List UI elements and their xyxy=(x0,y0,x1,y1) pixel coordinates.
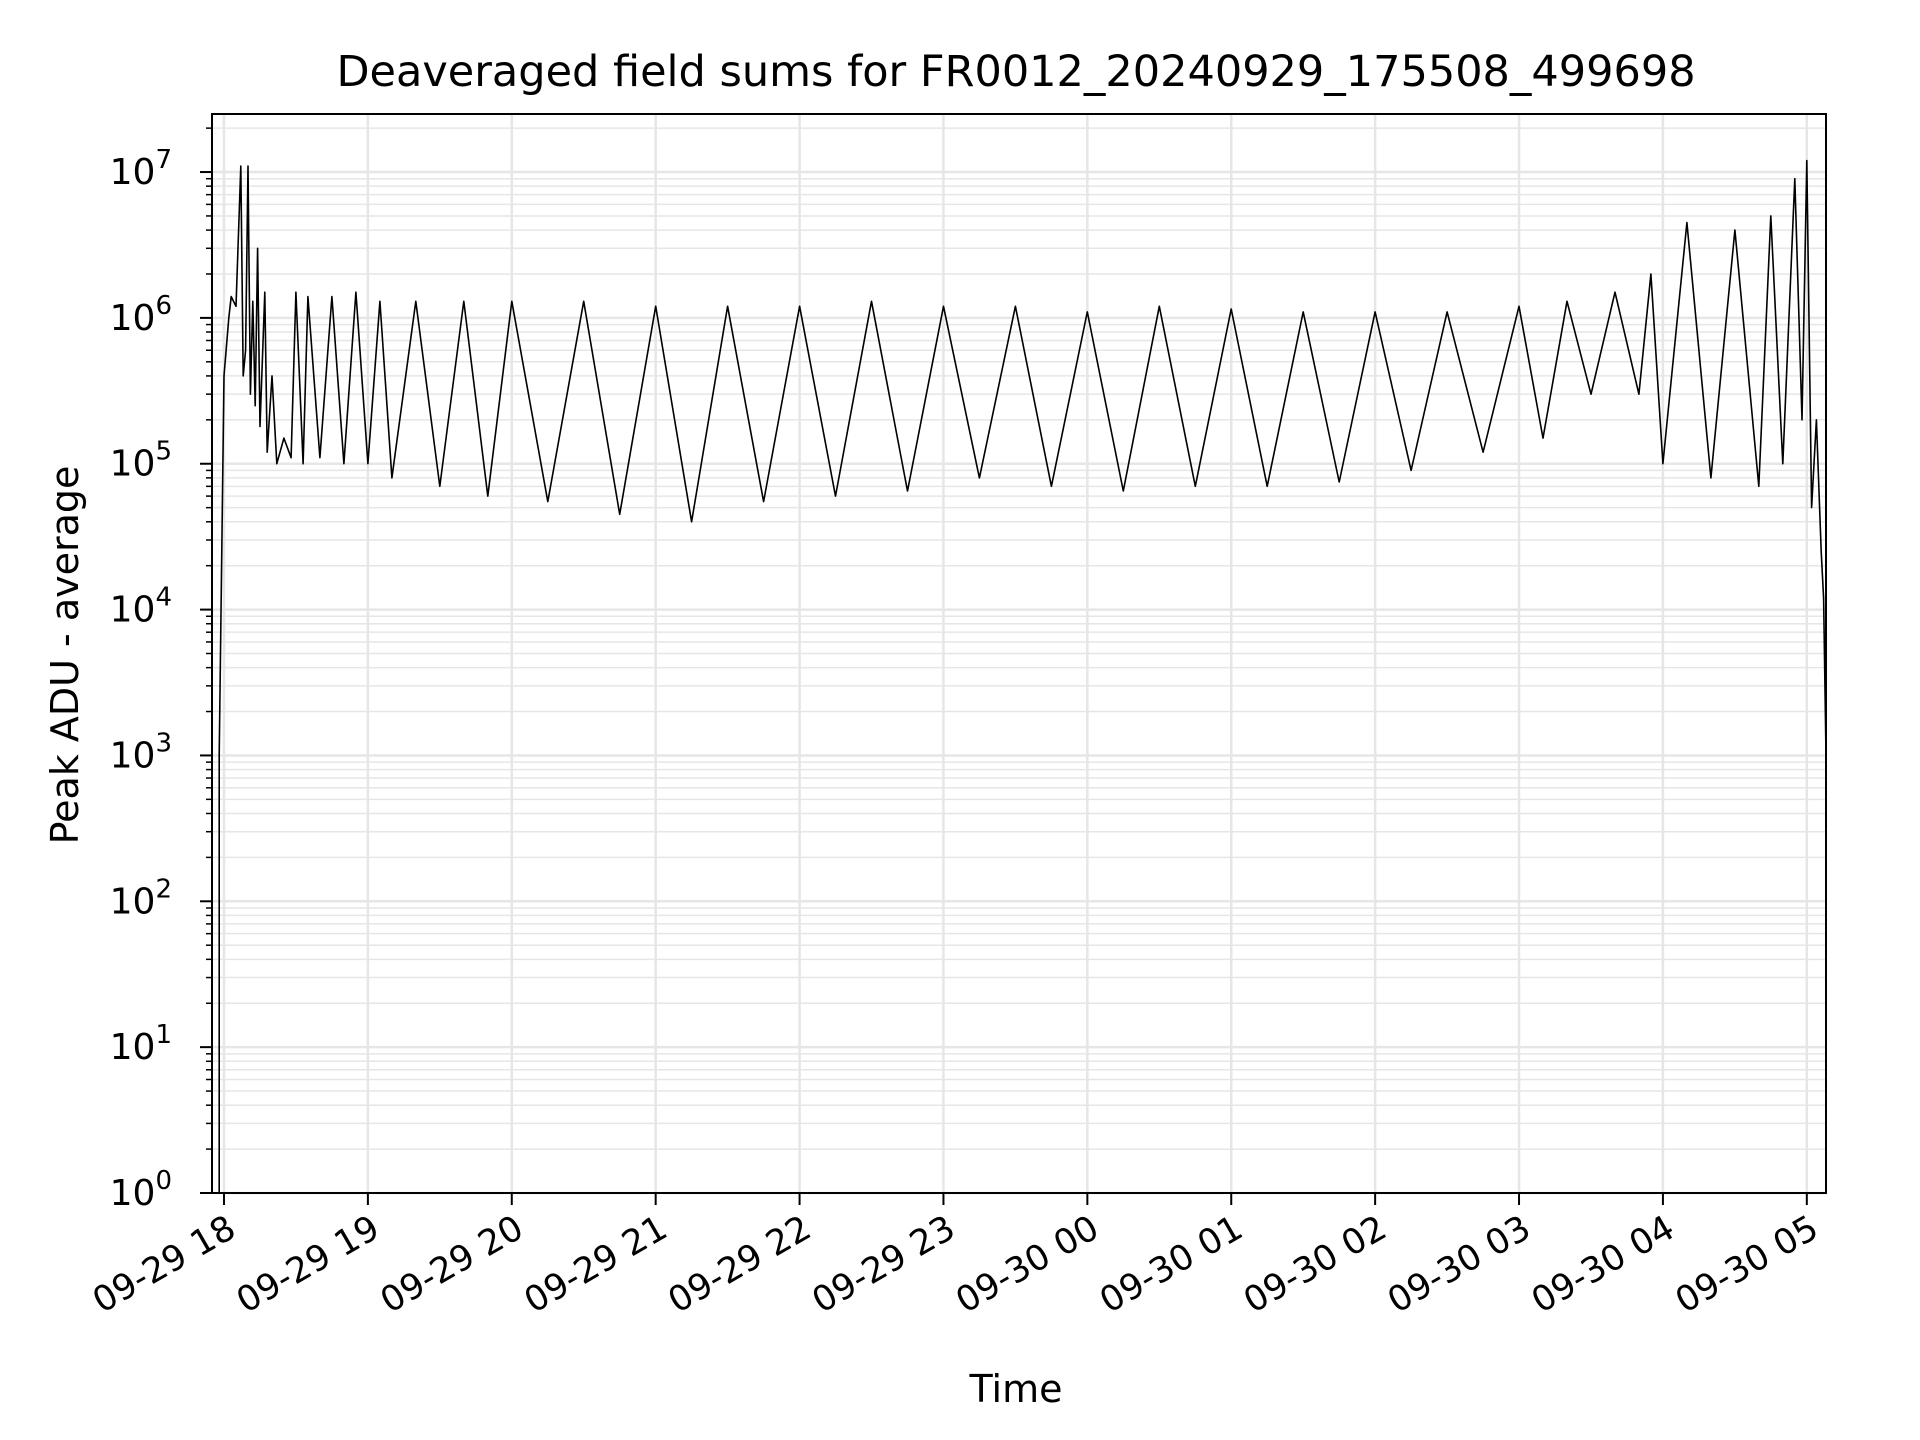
x-axis-label: Time xyxy=(969,1367,1063,1411)
y-tick-label: 107 xyxy=(110,145,172,193)
y-tick-label: 102 xyxy=(110,874,172,922)
y-tick-label: 106 xyxy=(110,291,172,339)
series-layer xyxy=(218,159,1827,1193)
y-axis-label: Peak ADU - average xyxy=(43,466,87,845)
y-tick-label: 100 xyxy=(110,1166,172,1214)
y-tick-label: 105 xyxy=(110,437,172,485)
y-tick-label: 101 xyxy=(110,1020,172,1068)
data-series-line xyxy=(218,159,1827,1193)
y-axis-ticks: 100 101 102 103 104 105 106 107 xyxy=(110,127,212,1214)
y-tick-label: 104 xyxy=(110,583,172,631)
chart-title: Deaveraged field sums for FR0012_2024092… xyxy=(336,47,1695,97)
y-tick-label: 103 xyxy=(110,728,172,776)
